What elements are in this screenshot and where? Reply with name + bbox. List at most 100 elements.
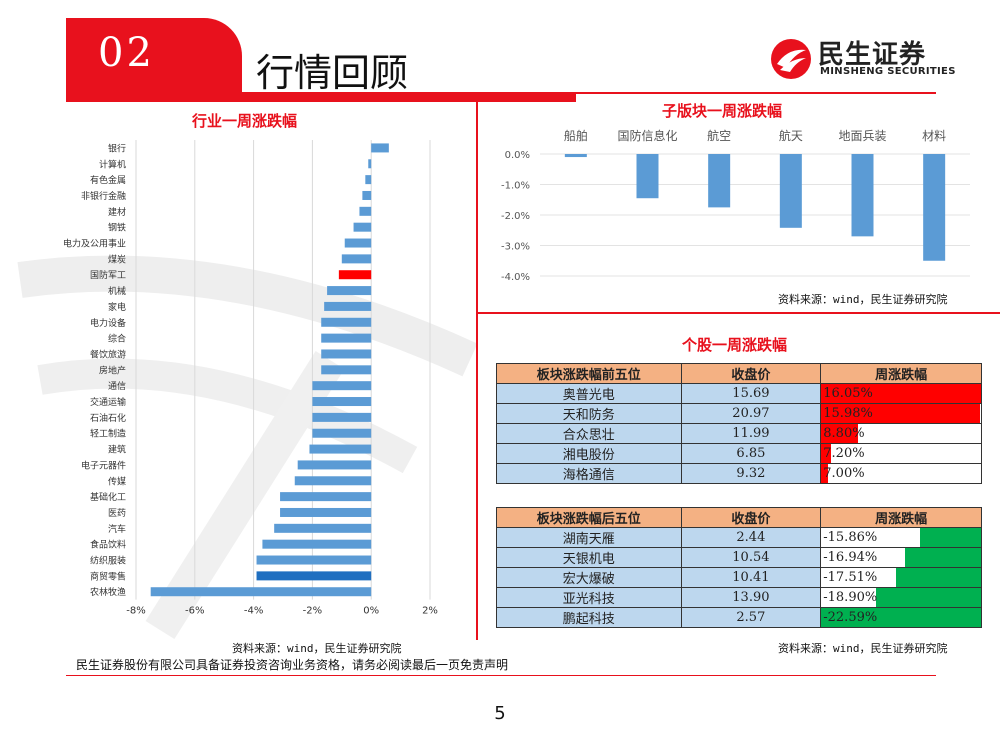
table-row: 亚光科技 13.90 -18.90% bbox=[496, 587, 982, 608]
bar bbox=[280, 507, 372, 517]
category-label: 煤炭 bbox=[108, 253, 126, 265]
header-red-bar bbox=[66, 92, 576, 102]
bar bbox=[327, 286, 372, 296]
bar bbox=[341, 254, 372, 264]
close-price: 2.57 bbox=[680, 607, 822, 628]
table-header: 周涨跌幅 bbox=[820, 363, 982, 384]
industry-chart: -8% -6% -4% -2% 0% 2% 银行计算机有色金属非银行金融建材钢铁电力及公用事… bbox=[63, 140, 438, 617]
bar bbox=[368, 159, 372, 169]
y-tick-label: -2.0% bbox=[501, 211, 530, 222]
stock-name: 奥普光电 bbox=[496, 383, 682, 404]
change-data-bar bbox=[821, 464, 829, 483]
x-tick-label: 0% bbox=[363, 606, 379, 617]
bar bbox=[312, 381, 372, 391]
bar bbox=[150, 587, 372, 597]
section-number: 02 bbox=[98, 30, 155, 76]
change-label: -22.59% bbox=[823, 610, 878, 625]
table-header: 收盘价 bbox=[680, 507, 822, 528]
category-label: 非银行金融 bbox=[81, 190, 126, 202]
category-label: 计算机 bbox=[99, 158, 126, 170]
change-data-bar bbox=[821, 424, 859, 443]
y-tick-label: -3.0% bbox=[501, 242, 530, 253]
bar bbox=[708, 154, 731, 208]
category-label: 机械 bbox=[108, 285, 126, 297]
bar bbox=[636, 154, 659, 199]
category-label: 建筑 bbox=[108, 444, 126, 456]
category-label: 国防军工 bbox=[90, 269, 126, 281]
logo-name-cn: 民生证券 bbox=[818, 40, 927, 70]
change-data-bar bbox=[875, 588, 981, 607]
change-label: 7.20% bbox=[823, 446, 865, 461]
panel-divider-horizontal bbox=[476, 312, 1000, 314]
bar bbox=[321, 317, 372, 327]
stock-name: 鹏起科技 bbox=[496, 607, 682, 628]
change-label: -15.86% bbox=[823, 530, 878, 545]
table-row: 奥普光电 15.69 16.05% bbox=[496, 383, 982, 404]
stock-panel-title: 个股一周涨跌幅 bbox=[682, 336, 788, 354]
bar bbox=[564, 154, 587, 158]
bottom-five-table: 板块涨跌幅后五位 收盘价 周涨跌幅 湖南天雁 2.44 -15.86% 天银机电 10.… bbox=[496, 507, 982, 628]
bar bbox=[312, 412, 372, 422]
change-label: 15.98% bbox=[823, 406, 873, 421]
bar bbox=[338, 270, 372, 280]
weekly-change: -16.94% bbox=[820, 547, 982, 568]
category-label: 航空 bbox=[707, 128, 731, 143]
stock-name: 湖南天雁 bbox=[496, 527, 682, 548]
top-five-table: 板块涨跌幅前五位 收盘价 周涨跌幅 奥普光电 15.69 16.05% 天和防务 20.… bbox=[496, 363, 982, 484]
bar bbox=[256, 555, 372, 565]
bar bbox=[274, 523, 372, 533]
table-row: 湖南天雁 2.44 -15.86% bbox=[496, 527, 982, 548]
bar bbox=[321, 349, 372, 359]
category-label: 食品饮料 bbox=[90, 539, 126, 551]
weekly-change: 15.98% bbox=[820, 403, 982, 424]
bar bbox=[324, 301, 372, 311]
category-label: 家电 bbox=[108, 301, 126, 313]
bar bbox=[280, 492, 372, 502]
change-data-bar bbox=[821, 608, 981, 627]
change-label: -16.94% bbox=[823, 550, 878, 565]
stock-name: 宏大爆破 bbox=[496, 567, 682, 588]
category-label: 房地产 bbox=[99, 364, 126, 376]
bar bbox=[779, 154, 802, 228]
category-label: 航天 bbox=[779, 128, 803, 143]
change-label: -17.51% bbox=[823, 570, 878, 585]
close-price: 9.32 bbox=[680, 463, 822, 484]
close-price: 2.44 bbox=[680, 527, 822, 548]
weekly-change: -18.90% bbox=[820, 587, 982, 608]
weekly-change: 7.20% bbox=[820, 443, 982, 464]
bar bbox=[923, 154, 946, 261]
stock-name: 合众思壮 bbox=[496, 423, 682, 444]
weekly-change: -22.59% bbox=[820, 607, 982, 628]
table-header: 板块涨跌幅前五位 bbox=[496, 363, 682, 384]
stock-name: 亚光科技 bbox=[496, 587, 682, 608]
close-price: 10.41 bbox=[680, 567, 822, 588]
stock-name: 海格通信 bbox=[496, 463, 682, 484]
table-row: 湘电股份 6.85 7.20% bbox=[496, 443, 982, 464]
bar bbox=[312, 397, 372, 407]
change-data-bar bbox=[821, 444, 832, 463]
close-price: 11.99 bbox=[680, 423, 822, 444]
category-label: 纺织服装 bbox=[90, 555, 126, 567]
bar bbox=[365, 175, 372, 185]
change-label: -18.90% bbox=[823, 590, 878, 605]
bar bbox=[344, 238, 372, 248]
x-tick-label: -2% bbox=[303, 606, 322, 617]
change-data-bar bbox=[821, 404, 980, 423]
x-tick-label: -4% bbox=[244, 606, 263, 617]
table-row: 宏大爆破 10.41 -17.51% bbox=[496, 567, 982, 588]
bar bbox=[371, 143, 389, 153]
bar bbox=[321, 365, 372, 375]
close-price: 13.90 bbox=[680, 587, 822, 608]
y-tick-label: -4.0% bbox=[501, 272, 530, 283]
bar bbox=[321, 333, 372, 343]
table-row: 天和防务 20.97 15.98% bbox=[496, 403, 982, 424]
bar bbox=[297, 460, 372, 470]
y-tick-label: 0.0% bbox=[505, 150, 530, 161]
subsector-chart: 0.0% -1.0% -2.0% -3.0% -4.0% 船舶 国防信息化 航空 航天 地面兵装 材… bbox=[501, 128, 970, 283]
industry-chart-title: 行业一周涨跌幅 bbox=[192, 112, 298, 130]
category-label: 有色金属 bbox=[90, 174, 126, 186]
weekly-change: -17.51% bbox=[820, 567, 982, 588]
category-label: 通信 bbox=[108, 380, 126, 392]
page-number: 5 bbox=[494, 703, 506, 724]
subsector-chart-title: 子版块一周涨跌幅 bbox=[662, 102, 783, 120]
